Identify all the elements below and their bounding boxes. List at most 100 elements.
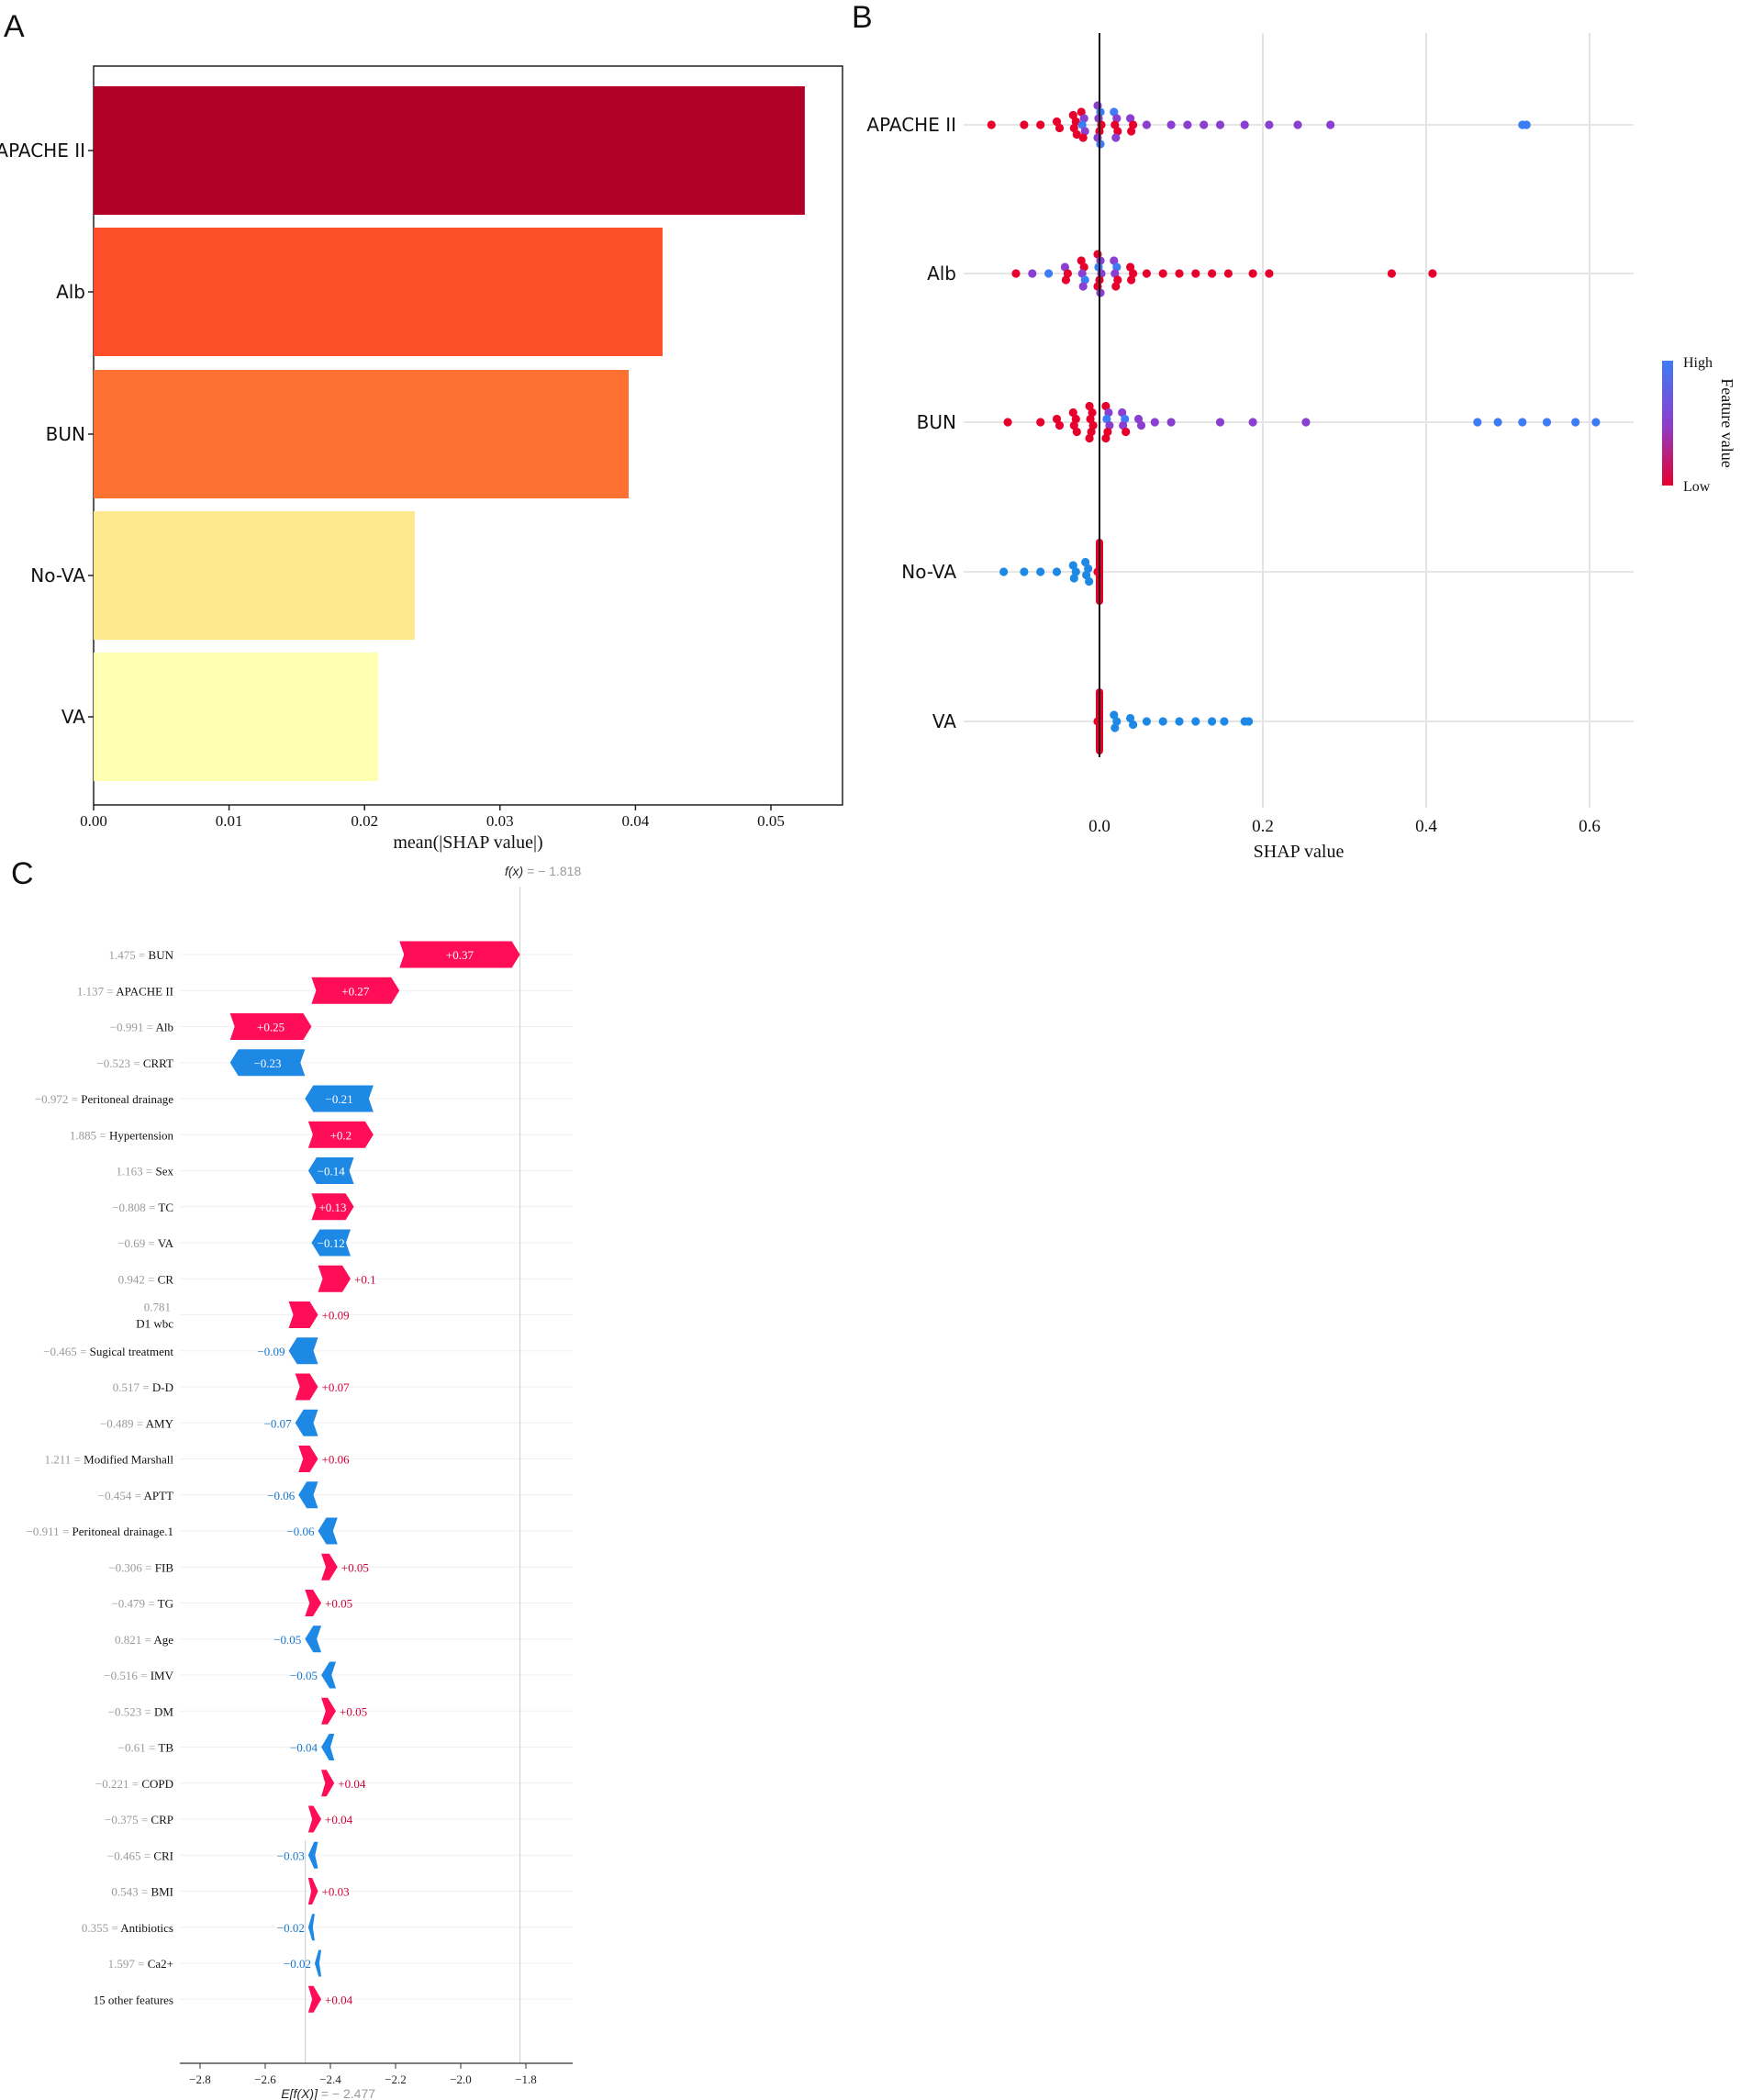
x-tick-label: −1.8 (515, 2072, 537, 2086)
data-point (1071, 117, 1080, 127)
data-point (1085, 433, 1094, 443)
bar-va (94, 653, 378, 781)
y-tick-label: BUN (46, 423, 85, 445)
positive-contribution-bar (321, 1697, 337, 1725)
data-point (1387, 269, 1396, 278)
positive-contribution-bar (295, 1373, 318, 1401)
data-point (1126, 262, 1135, 272)
equals-sign: = (128, 1777, 141, 1791)
data-point (1087, 427, 1096, 437)
equals-sign: = (146, 1741, 159, 1755)
data-point (1080, 127, 1089, 136)
feature-label-text: −0.375 = CRP (105, 1813, 173, 1826)
data-point (1248, 418, 1257, 427)
data-point (1191, 269, 1200, 278)
x-tick-label: −2.0 (450, 2072, 472, 2086)
feature-row-label: −0.516 = IMV (104, 1669, 173, 1682)
data-point (1142, 717, 1151, 726)
positive-contribution-bar (307, 1805, 322, 1833)
equals-sign: = (141, 1633, 153, 1647)
data-point (1077, 256, 1086, 265)
contribution-value-label: −0.06 (286, 1525, 315, 1538)
negative-contribution-bar (314, 1949, 322, 1977)
feature-row-label: −0.69 = VA (117, 1236, 173, 1250)
data-point (1069, 420, 1078, 430)
data-point (1208, 717, 1217, 726)
data-point (1112, 114, 1122, 123)
feature-name: Sugical treatment (90, 1345, 174, 1358)
negative-contribution-bar (298, 1481, 318, 1509)
data-point (1129, 720, 1138, 730)
feature-row-label: 1.137 = APACHE II (77, 984, 173, 998)
data-point (1069, 123, 1078, 133)
feature-row-label: −0.523 = DM (108, 1704, 174, 1718)
data-point (1102, 414, 1111, 424)
contribution-value-label: −0.02 (284, 1957, 311, 1971)
feature-row-label: 1.211 = Modified Marshall (45, 1453, 174, 1467)
positive-contribution-bar (321, 1770, 335, 1797)
equals-sign: = (134, 1416, 146, 1430)
positive-contribution-bar (311, 1193, 354, 1221)
data-point (1036, 567, 1045, 576)
feature-label-text: 0.517 = D-D (113, 1380, 173, 1394)
data-point (1208, 269, 1217, 278)
contribution-value-label: +0.03 (322, 1885, 350, 1899)
negative-contribution-bar (305, 1625, 322, 1653)
feature-name: IMV (151, 1669, 174, 1682)
feature-row-label: 0.543 = BMI (111, 1885, 173, 1899)
feature-name: BMI (151, 1885, 173, 1899)
positive-contribution-bar (305, 1590, 322, 1616)
feature-name: TC (158, 1201, 173, 1214)
y-tick-label: VA (61, 706, 85, 728)
contribution-value-label: +0.27 (341, 984, 370, 998)
data-point (1113, 127, 1122, 136)
data-point (1542, 418, 1552, 427)
feature-value: 1.475 (108, 948, 135, 962)
panel-c-letter: C (11, 856, 34, 891)
feature-name: VA (158, 1236, 174, 1250)
negative-contribution-bar (307, 1841, 318, 1869)
bar-alb (94, 228, 663, 356)
data-point (1088, 408, 1097, 418)
feature-label-text: −0.808 = TC (112, 1201, 173, 1214)
data-point (1326, 120, 1335, 129)
data-point (1082, 570, 1091, 580)
x-tick-label: 0.02 (351, 812, 378, 830)
feature-name: CRI (153, 1849, 173, 1862)
equals-sign: = (140, 1380, 152, 1394)
data-point (1110, 269, 1120, 278)
feature-name: Peritoneal drainage.1 (73, 1525, 173, 1538)
data-point (1078, 133, 1088, 142)
feature-label-text: −0.911 = Peritoneal drainage.1 (27, 1525, 173, 1538)
data-point (1060, 262, 1069, 272)
feature-label-text: 0.355 = Antibiotics (82, 1921, 173, 1935)
bar-bun (94, 370, 630, 498)
data-point (1220, 717, 1229, 726)
data-point (1244, 717, 1254, 726)
equals-sign: = (145, 1236, 158, 1250)
data-point (1079, 262, 1088, 272)
contribution-value-label: +0.09 (322, 1309, 350, 1323)
positive-contribution-bar (318, 1265, 352, 1292)
contribution-value-label: +0.05 (325, 1597, 352, 1611)
contribution-value-label: −0.14 (318, 1165, 346, 1178)
feature-row-label: 1.163 = Sex (116, 1165, 173, 1178)
data-point (1028, 269, 1037, 278)
data-point (1072, 427, 1081, 437)
fx-label: f(x) (505, 864, 523, 878)
data-point (1036, 418, 1045, 427)
data-point (1110, 256, 1119, 265)
feature-value: −0.221 (95, 1777, 129, 1791)
contribution-value-label: −0.23 (253, 1056, 281, 1070)
data-point (1055, 123, 1065, 133)
data-point (1020, 567, 1029, 576)
contribution-value-label: −0.05 (290, 1669, 318, 1682)
equals-sign: = (71, 1453, 84, 1467)
feature-value: −0.523 (96, 1056, 130, 1070)
data-point (1079, 114, 1088, 123)
feature-name: Age (153, 1633, 173, 1647)
data-point (1522, 120, 1531, 129)
feature-row-label: −0.465 = CRI (107, 1849, 173, 1862)
feature-name: APACHE II (116, 984, 173, 998)
feature-value: −0.479 (111, 1597, 145, 1611)
